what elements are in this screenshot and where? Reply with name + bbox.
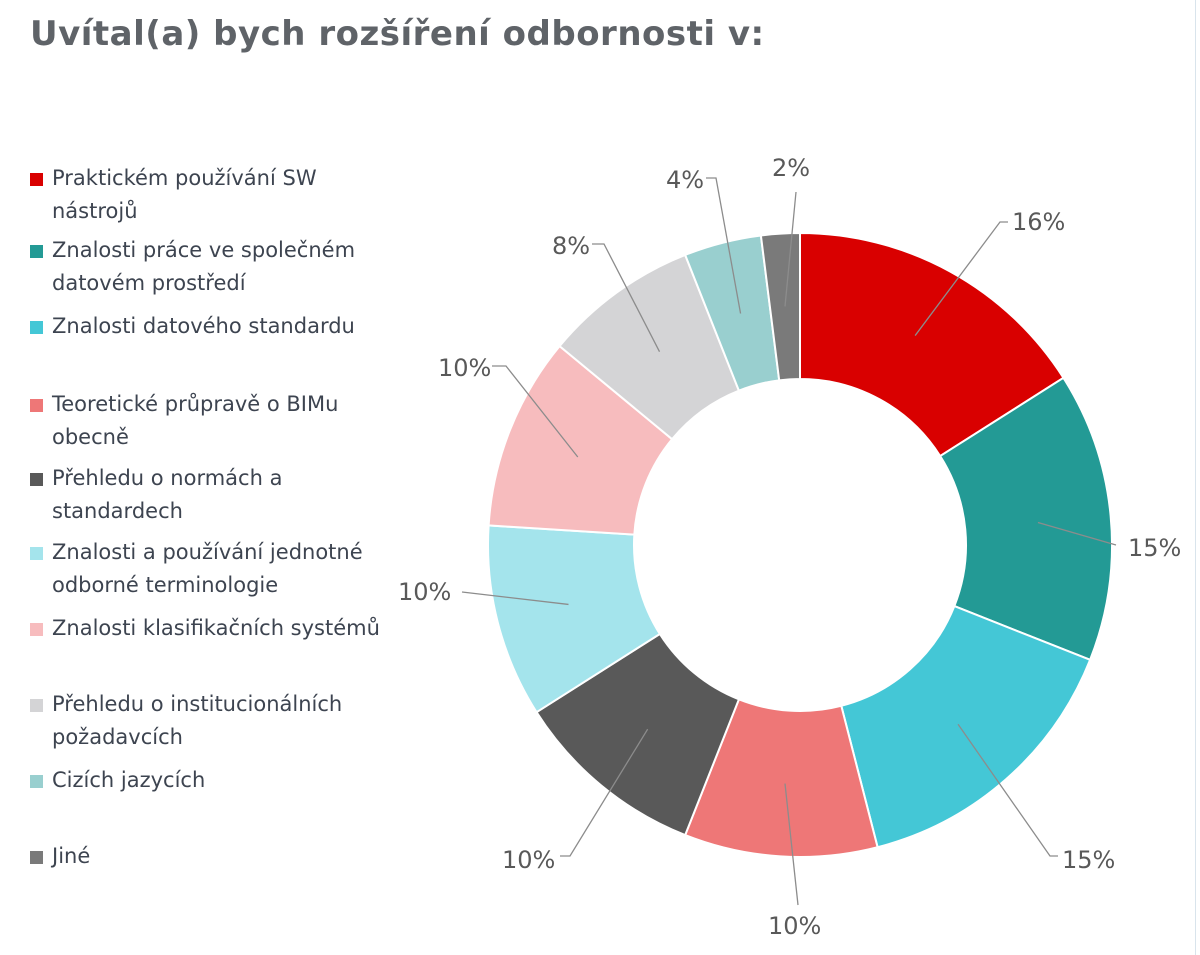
leader-line bbox=[784, 783, 799, 906]
donut-slice bbox=[938, 376, 1113, 662]
leader-line bbox=[592, 243, 661, 352]
leader-line bbox=[492, 365, 579, 458]
legend-swatch bbox=[30, 851, 43, 864]
leader-line bbox=[1037, 521, 1117, 546]
legend-label: Znalosti klasifikačních systémů bbox=[52, 616, 380, 640]
donut-slice bbox=[799, 231, 1065, 458]
legend-item: Cizích jazycích bbox=[30, 764, 400, 797]
legend-label: Znalosti datového standardu bbox=[52, 314, 355, 338]
legend-swatch bbox=[30, 547, 43, 560]
leader-line bbox=[461, 591, 569, 606]
legend-item: Praktickém používání SW nástrojů bbox=[30, 162, 400, 228]
data-label: 15% bbox=[1128, 534, 1181, 562]
donut-slice bbox=[759, 231, 801, 382]
chart-title: Uvítal(a) bych rozšíření odbornosti v: bbox=[30, 14, 765, 54]
legend-swatch bbox=[30, 399, 43, 412]
data-label: 10% bbox=[502, 846, 555, 874]
leader-line bbox=[914, 221, 1008, 336]
legend-label: Přehledu o institucionálních požadavcích bbox=[52, 692, 343, 749]
legend-label: Praktickém používání SW nástrojů bbox=[52, 166, 317, 223]
leader-line bbox=[957, 723, 1058, 857]
data-label: 15% bbox=[1062, 846, 1115, 874]
legend-item: Přehledu o institucionálních požadavcích bbox=[30, 688, 400, 754]
donut-slice bbox=[840, 604, 1092, 849]
legend-swatch bbox=[30, 321, 43, 334]
data-label: 10% bbox=[768, 912, 821, 940]
legend-item: Přehledu o normách a standardech bbox=[30, 462, 400, 528]
legend-item: Znalosti datového standardu bbox=[30, 310, 400, 343]
legend-label: Znalosti a používání jednotné odborné te… bbox=[52, 540, 363, 597]
legend-swatch bbox=[30, 623, 43, 636]
legend-label: Znalosti práce ve společném datovém pros… bbox=[52, 238, 356, 295]
leader-line bbox=[784, 191, 797, 307]
legend-item: Znalosti práce ve společném datovém pros… bbox=[30, 234, 400, 300]
legend-swatch bbox=[30, 775, 43, 788]
legend-label: Cizích jazycích bbox=[52, 768, 206, 792]
legend-swatch bbox=[30, 245, 43, 258]
leader-line bbox=[706, 177, 742, 314]
legend-swatch bbox=[30, 473, 43, 486]
leader-line bbox=[560, 728, 649, 857]
legend-label: Teoretické průpravě o BIMu obecně bbox=[52, 392, 339, 449]
legend-item: Teoretické průpravě o BIMu obecně bbox=[30, 388, 400, 454]
legend-swatch bbox=[30, 173, 43, 186]
data-label: 8% bbox=[552, 232, 590, 260]
data-label: 10% bbox=[398, 578, 451, 606]
legend-item: Znalosti a používání jednotné odborné te… bbox=[30, 536, 400, 602]
legend-item: Jiné bbox=[30, 840, 400, 873]
data-label: 16% bbox=[1012, 208, 1065, 236]
legend-label: Přehledu o normách a standardech bbox=[52, 466, 283, 523]
data-label: 10% bbox=[438, 354, 491, 382]
frame-border bbox=[1195, 0, 1196, 955]
legend-swatch bbox=[30, 699, 43, 712]
data-label: 4% bbox=[666, 166, 704, 194]
legend-item: Znalosti klasifikačních systémů bbox=[30, 612, 400, 645]
data-label: 2% bbox=[772, 154, 810, 182]
legend-label: Jiné bbox=[52, 844, 91, 868]
